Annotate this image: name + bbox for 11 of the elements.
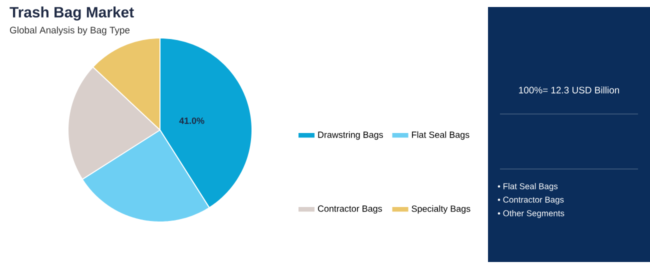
legend-label: Flat Seal Bags xyxy=(412,131,470,140)
text: • Flat Seal Bags xyxy=(498,183,558,191)
chart-subtitle: Global Analysis by Bag Type xyxy=(10,26,130,36)
text: 100%= 12.3 USD Billion xyxy=(519,86,620,94)
data-label: 41.0% xyxy=(179,118,204,124)
legend-label: Drawstring Bags xyxy=(318,131,383,140)
legend-label: Specialty Bags xyxy=(412,205,470,214)
chart-title: Trash Bag Market xyxy=(10,6,134,21)
legend-label: Contractor Bags xyxy=(318,205,382,214)
text: • Other Segments xyxy=(498,210,564,218)
text: • Contractor Bags xyxy=(498,196,564,204)
